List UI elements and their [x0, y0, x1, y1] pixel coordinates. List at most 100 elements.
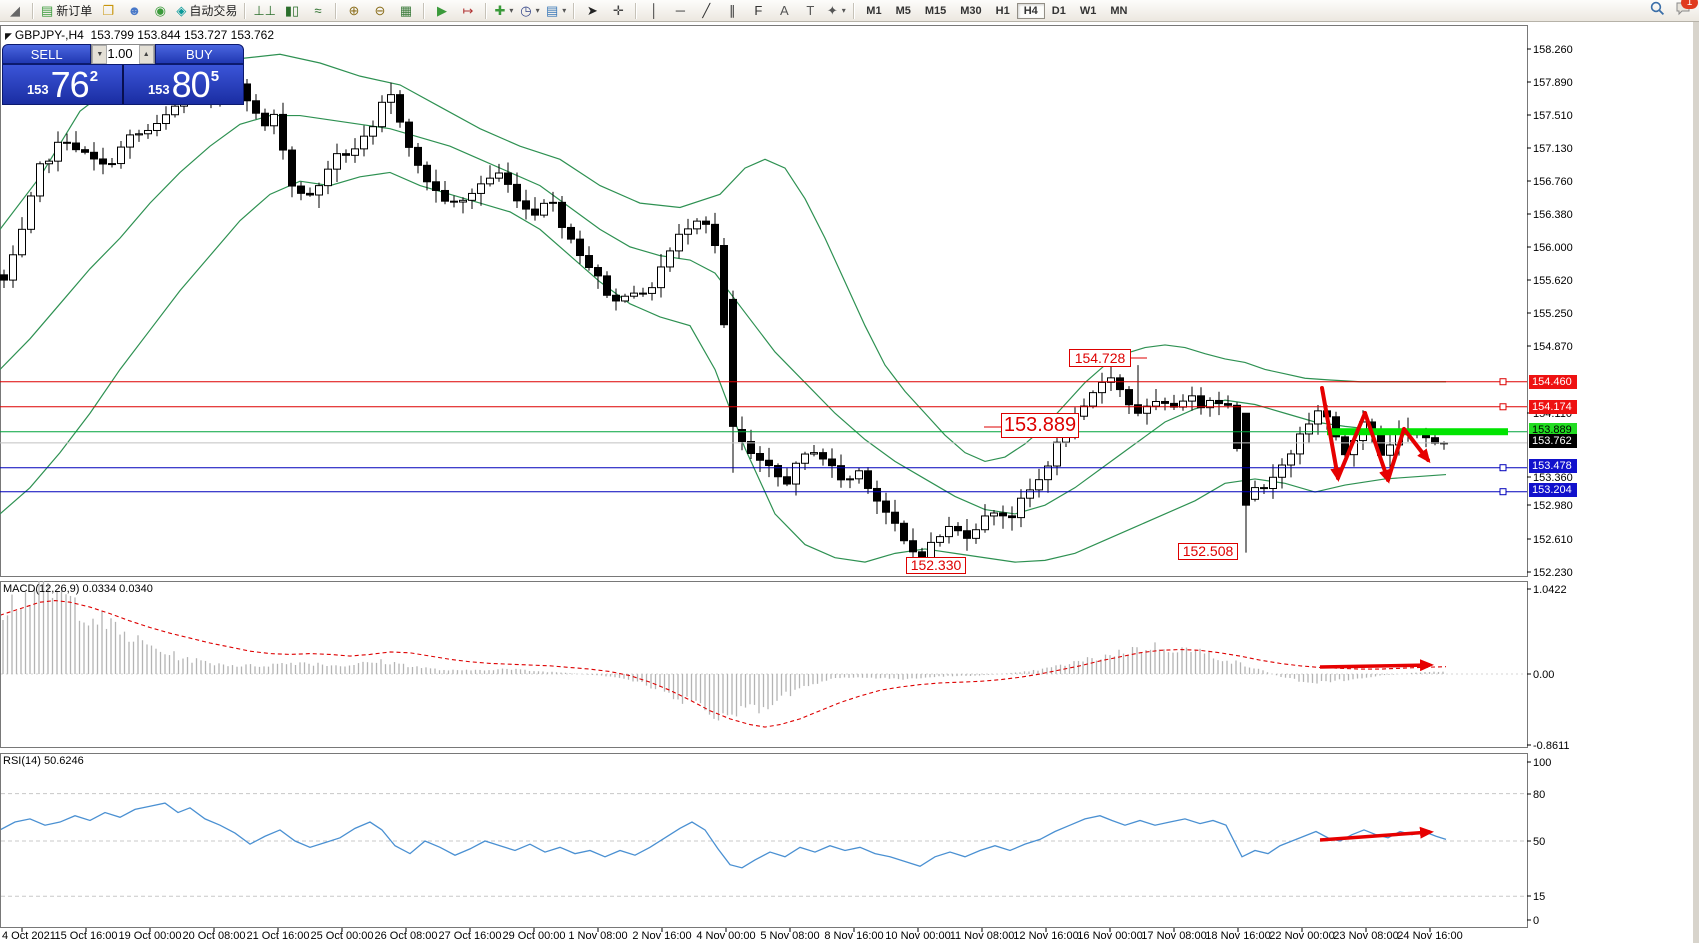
time-tick-label: 19 Oct 00:00 — [119, 930, 182, 942]
candlestick-chart-icon[interactable]: ▮▯ — [279, 2, 305, 20]
toolbar-separator — [853, 2, 856, 19]
horizontal-line-icon[interactable]: ─ — [667, 2, 693, 20]
price-annotation[interactable]: 154.728 — [1069, 349, 1131, 367]
tile-windows-icon: ▦ — [399, 2, 413, 18]
vertical-line-icon[interactable]: │ — [641, 2, 667, 20]
time-tick-label: 2 Nov 16:00 — [632, 930, 691, 942]
axis-tick-label: 154.870 — [1533, 341, 1573, 353]
search-icon[interactable] — [1650, 1, 1665, 21]
timeframe-m30[interactable]: M30 — [960, 4, 982, 17]
fibonacci-icon: F — [754, 2, 763, 18]
time-tick-label: 26 Oct 08:00 — [375, 930, 438, 942]
templates-button[interactable]: ▤ ▾ — [543, 2, 569, 20]
axis-tick-label: 1.0422 — [1533, 584, 1567, 596]
time-tick-label: 24 Nov 16:00 — [1397, 930, 1462, 942]
time-tick-label: 21 Oct 16:00 — [247, 930, 310, 942]
chart-symbol-icon[interactable]: ◢ — [2, 2, 28, 20]
volume-up-button[interactable]: ▲ — [138, 45, 154, 64]
zoom-in-icon[interactable]: ⊕ — [341, 2, 367, 20]
price-annotation[interactable]: 152.330 — [906, 557, 966, 574]
axis-tick-label: 15 — [1533, 891, 1545, 903]
equidistant-channel-icon[interactable]: ∥ — [719, 2, 745, 20]
axis-tick-label: 155.620 — [1533, 275, 1573, 287]
axis-tick-label: 157.510 — [1533, 110, 1573, 122]
volume-input[interactable]: 1.00 — [107, 46, 133, 61]
toolbar-separator — [422, 2, 425, 19]
axis-tick-label: 50 — [1533, 836, 1545, 848]
line-handle[interactable] — [1499, 378, 1507, 386]
sell-price[interactable]: 153 76 2 — [3, 65, 124, 104]
price-annotation[interactable]: 152.508 — [1178, 543, 1238, 560]
rsi-red-arrow[interactable] — [1319, 826, 1434, 842]
auto-trading-button[interactable]: ◈ 自动交易 — [173, 2, 240, 20]
buy-price[interactable]: 153 80 5 — [147, 64, 220, 105]
alerts-icon: ◉ — [154, 2, 166, 18]
time-tick-label: 18 Nov 16:00 — [1205, 930, 1270, 942]
axis-tick-label: 152.610 — [1533, 534, 1573, 546]
chart-symbol-icon: ◢ — [10, 2, 20, 18]
bar-chart-icon[interactable]: ⊥⊥ — [250, 2, 279, 20]
timeframe-w1[interactable]: W1 — [1079, 4, 1097, 17]
sell-button[interactable]: SELL — [2, 44, 92, 64]
toolbar-separator — [32, 2, 34, 19]
periods-button[interactable]: ◷ ▾ — [517, 2, 543, 20]
price-annotation[interactable]: 153.889 — [1001, 413, 1079, 438]
thick-green-trendline[interactable] — [1327, 428, 1508, 436]
line-handle[interactable] — [1499, 464, 1507, 472]
timeframe-m5[interactable]: M5 — [895, 4, 911, 17]
charts-icon[interactable]: ❐ — [95, 2, 121, 20]
chart-shift-icon[interactable]: ↦ — [455, 2, 481, 20]
chart-ohlc: 153.799 153.844 153.727 153.762 — [90, 28, 275, 42]
timeframe-m1[interactable]: M1 — [866, 4, 882, 17]
timeframe-h1[interactable]: H1 — [995, 4, 1010, 17]
axis-tick-label: 80 — [1533, 789, 1545, 801]
text-label-icon[interactable]: T — [797, 2, 823, 20]
arrows-tool-icon[interactable]: ✦ ▾ — [823, 2, 849, 20]
price-badge: 153.762 — [1529, 434, 1577, 448]
cursor-icon[interactable]: ➤ — [579, 2, 605, 20]
time-tick-label: 11 Nov 08:00 — [950, 930, 1015, 942]
new-order-button: ▤ — [41, 2, 54, 18]
notifications-icon[interactable]: 1 — [1675, 0, 1698, 21]
crosshair-icon[interactable]: ✛ — [605, 2, 631, 20]
timeframe-d1[interactable]: D1 — [1051, 4, 1066, 17]
buy-button[interactable]: BUY — [154, 44, 244, 64]
equidistant-channel-icon: ∥ — [729, 2, 736, 18]
auto-scroll-icon[interactable]: ▶ — [429, 2, 455, 20]
line-chart-icon: ≈ — [314, 2, 322, 18]
tile-windows-icon[interactable]: ▦ — [393, 2, 419, 20]
chevron-down-icon: ▾ — [535, 6, 540, 15]
macd-red-arrow[interactable] — [1319, 659, 1434, 672]
toolbar: ◢ ▤ 新订单 ❐ ☻ ◉ ◈ 自动交易 ⊥⊥ ▮▯ ≈ ⊕ ⊖ ▦ ▶ ↦ ✚ ▾ ◷ ▾ ▤ ▾ ➤ ✛ │ ─ ╱ ∥ F A T ✦ ▾… — [0, 0, 1699, 22]
line-handle[interactable] — [1499, 488, 1507, 496]
text-icon[interactable]: A — [771, 2, 797, 20]
one-click-panel: SELL ▼ 1.00 ▲ BUY 153 76 2 153 80 5 — [2, 44, 244, 105]
line-chart-icon[interactable]: ≈ — [305, 2, 331, 20]
new-order-button[interactable]: ▤ 新订单 — [38, 2, 95, 20]
timeframe-m15[interactable]: M15 — [924, 4, 947, 17]
price-badge: 153.478 — [1529, 459, 1577, 473]
trendline-icon: ╱ — [702, 2, 711, 18]
line-handle[interactable] — [1499, 403, 1507, 411]
trendline-icon[interactable]: ╱ — [693, 2, 719, 20]
volume-down-button[interactable]: ▼ — [92, 45, 108, 64]
fibonacci-icon[interactable]: F — [745, 2, 771, 20]
time-tick-label: 4 Nov 00:00 — [696, 930, 755, 942]
arrows-tool-icon: ✦ — [826, 2, 838, 18]
toolbar-separator — [635, 2, 638, 19]
main-pane-border — [0, 25, 1528, 577]
indicators-button[interactable]: ✚ ▾ — [491, 2, 517, 20]
red-zigzag-arrows[interactable] — [1320, 386, 1431, 484]
timeframe-mn[interactable]: MN — [1110, 4, 1128, 17]
macd-signal-line — [1, 600, 1447, 728]
zoom-out-icon[interactable]: ⊖ — [367, 2, 393, 20]
text-label-icon: T — [806, 2, 815, 18]
axis-tick-label: 156.000 — [1533, 242, 1573, 254]
rsi-label: RSI(14) 50.6246 — [3, 755, 84, 767]
timeframe-h4[interactable]: H4 — [1016, 2, 1045, 19]
alerts-icon[interactable]: ◉ — [147, 2, 173, 20]
time-tick-label: 23 Nov 08:00 — [1333, 930, 1398, 942]
market-watch-icon[interactable]: ☻ — [121, 2, 147, 20]
